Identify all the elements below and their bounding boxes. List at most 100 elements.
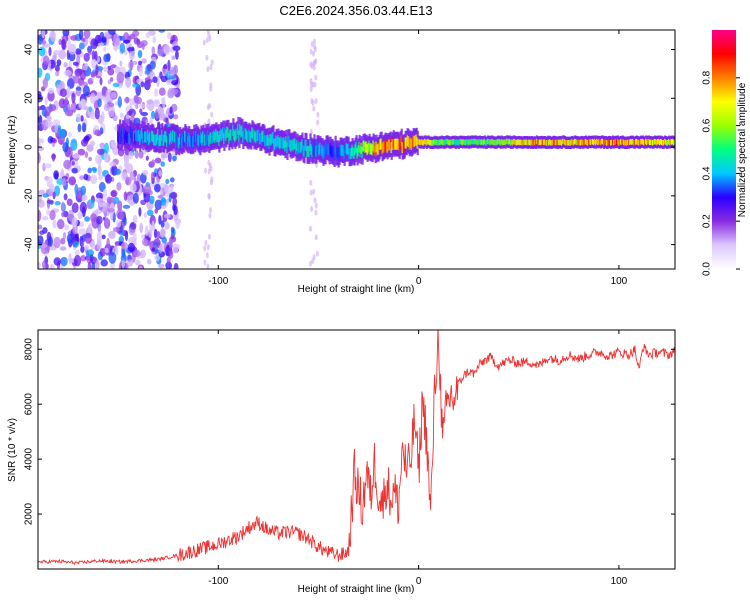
noise-cell — [140, 111, 149, 117]
noise-cell — [81, 122, 87, 133]
noise-cell — [207, 233, 211, 240]
noise-cell — [141, 234, 146, 239]
noise-cell — [38, 137, 42, 144]
noise-cell — [133, 176, 137, 185]
y-tick-label: 40 — [24, 44, 35, 56]
noise-cell — [173, 262, 179, 269]
noise-cell — [153, 100, 161, 108]
noise-cell — [79, 175, 85, 180]
noise-cell — [113, 33, 120, 46]
noise-cell — [74, 249, 80, 256]
noise-cell — [145, 32, 151, 39]
noise-cell — [170, 177, 175, 183]
noise-cell — [94, 129, 101, 136]
noise-cell — [42, 193, 49, 198]
noise-cell — [49, 104, 57, 112]
noise-cell — [112, 226, 120, 233]
noise-cell — [104, 142, 109, 155]
noise-cell — [312, 64, 316, 71]
noise-cell — [99, 77, 103, 86]
noise-cell — [207, 193, 211, 200]
x-tick-label: 100 — [611, 576, 628, 587]
noise-cell — [72, 240, 79, 248]
noise-cell — [154, 88, 158, 97]
noise-cell — [101, 95, 106, 101]
noise-cell — [151, 110, 156, 119]
noise-cell — [96, 148, 105, 155]
noise-cell — [157, 194, 164, 199]
noise-cell — [118, 212, 124, 220]
noise-cell — [63, 193, 68, 201]
noise-cell — [143, 184, 152, 195]
noise-cell — [61, 201, 65, 211]
noise-cell — [205, 54, 209, 61]
noise-cell — [68, 131, 72, 138]
noise-cell — [72, 75, 81, 84]
noise-cell — [165, 261, 173, 269]
noise-cell — [207, 159, 211, 166]
noise-cell — [154, 183, 161, 193]
noise-cell — [79, 70, 86, 81]
noise-cell — [71, 92, 76, 104]
noise-cell — [64, 97, 69, 109]
noise-cell — [160, 220, 165, 228]
noise-cell — [172, 45, 181, 52]
noise-cell — [314, 98, 318, 104]
noise-cell — [208, 212, 212, 219]
noise-cell — [158, 243, 163, 254]
noise-cell — [169, 66, 176, 77]
noise-cell — [95, 64, 99, 76]
colorbar-tick-label: 0.8 — [702, 70, 713, 84]
noise-cell — [83, 245, 90, 250]
noise-cell — [87, 223, 93, 236]
noise-cell — [142, 170, 149, 176]
noise-cell — [206, 66, 210, 73]
noise-cell — [38, 195, 42, 204]
snr-y-ticks: 2000 4000 6000 8000 — [24, 338, 675, 525]
noise-cell — [71, 167, 78, 174]
chart-title: C2E6.2024.356.03.44.E13 — [279, 3, 432, 18]
noise-cell — [91, 58, 97, 69]
colorbar-tick-label: 0.0 — [702, 262, 713, 276]
noise-cell — [136, 173, 141, 184]
noise-cell — [94, 107, 100, 120]
x-tick-label: -100 — [208, 276, 228, 287]
noise-cell — [97, 98, 102, 108]
noise-cell — [105, 174, 112, 184]
noise-cell — [135, 104, 139, 110]
noise-cell — [168, 250, 174, 259]
noise-cell — [163, 44, 171, 56]
noise-cell — [122, 204, 131, 209]
noise-cell — [210, 176, 214, 183]
noise-cell — [149, 60, 156, 70]
noise-cell — [118, 236, 125, 243]
noise-cell — [77, 211, 83, 220]
noise-cell — [59, 246, 67, 251]
noise-cell — [56, 219, 65, 230]
noise-cell — [128, 151, 134, 160]
noise-cell — [38, 235, 44, 246]
noise-cell — [80, 185, 87, 196]
noise-cell — [54, 185, 61, 197]
colorbar-label: Normalized spectral amplitude — [737, 82, 748, 217]
noise-cell — [149, 195, 155, 205]
noise-cell — [158, 112, 166, 121]
noise-cell — [116, 71, 125, 84]
spectrogram-panel: -40 -20 0 20 40 -100 0 100 Height of straight … — [7, 29, 676, 295]
noise-cell — [152, 76, 158, 83]
noise-cell — [151, 46, 156, 55]
noise-cell — [164, 213, 171, 219]
noise-cell — [153, 228, 158, 239]
noise-cell — [314, 209, 318, 216]
noise-cell — [160, 97, 165, 104]
noise-cell — [309, 86, 313, 92]
colorbar: 0.0 0.2 0.4 0.6 0.8 Normalized spectral ampl… — [702, 30, 748, 276]
noise-cell — [138, 103, 146, 109]
noise-cell — [143, 212, 147, 219]
noise-cell — [146, 209, 154, 217]
noise-cell — [146, 99, 154, 105]
noise-cell — [114, 66, 121, 74]
noise-cell — [77, 123, 82, 133]
noise-cell — [172, 197, 178, 207]
